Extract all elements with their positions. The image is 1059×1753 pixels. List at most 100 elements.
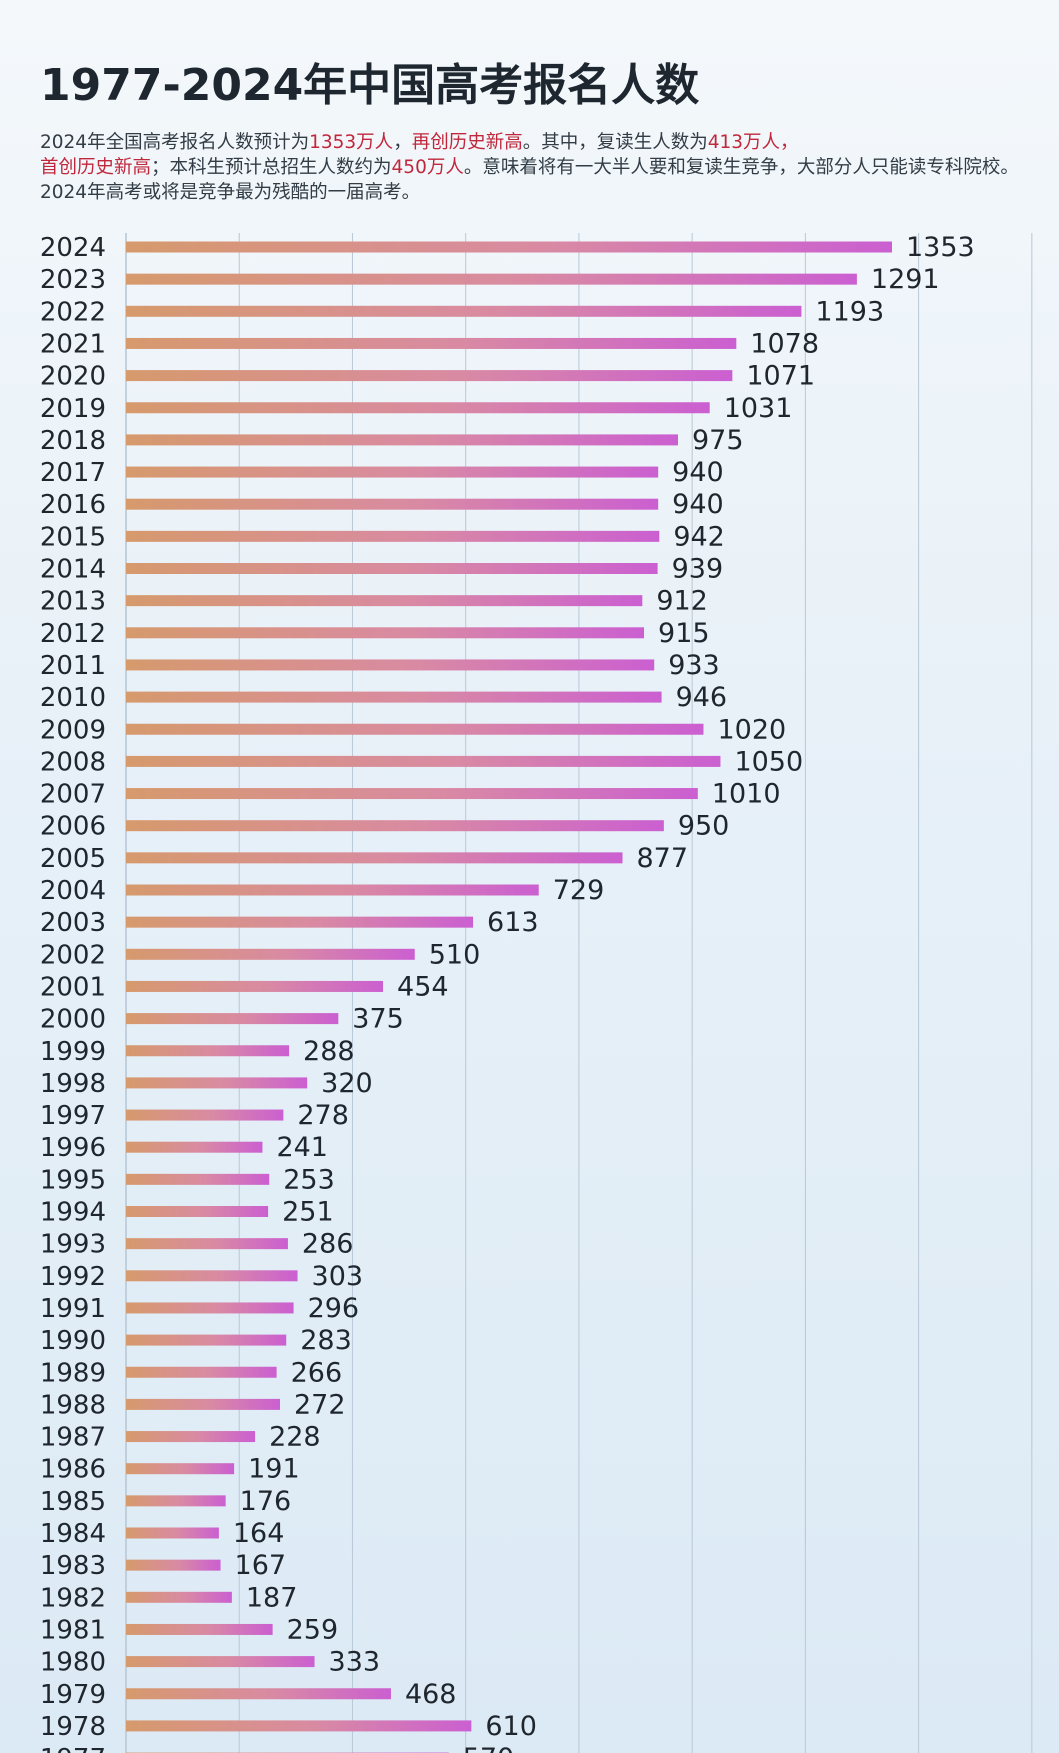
- year-label-2001: 2001: [40, 972, 106, 1002]
- bar-2008: [126, 755, 721, 767]
- year-label-2010: 2010: [40, 683, 106, 713]
- bar-2013: [126, 595, 643, 607]
- value-label-1984: 164: [233, 1518, 285, 1549]
- bar-2007: [126, 788, 698, 800]
- year-label-2013: 2013: [40, 587, 106, 617]
- bar-2012: [126, 627, 645, 639]
- chart-title: 1977-2024年中国高考报名人数: [40, 60, 700, 111]
- value-label-1996: 241: [276, 1132, 328, 1163]
- intro-segment: 。其中，复读生人数为: [522, 132, 708, 153]
- bar-2022: [126, 305, 802, 317]
- year-label-2007: 2007: [40, 780, 106, 810]
- value-label-2009: 1020: [717, 714, 786, 745]
- value-label-2008: 1050: [734, 746, 803, 777]
- bar-1996: [126, 1141, 263, 1153]
- value-label-1983: 167: [235, 1550, 287, 1581]
- year-label-1997: 1997: [40, 1101, 106, 1131]
- bar-1984: [126, 1527, 219, 1539]
- value-label-1985: 176: [240, 1486, 292, 1517]
- bar-1978: [126, 1720, 472, 1732]
- year-label-1991: 1991: [40, 1294, 106, 1324]
- bar-2001: [126, 980, 384, 992]
- bar-1990: [126, 1334, 287, 1346]
- value-label-1992: 303: [312, 1261, 364, 1292]
- value-label-1999: 288: [303, 1036, 355, 1067]
- value-label-2019: 1031: [724, 393, 793, 424]
- year-label-2015: 2015: [40, 522, 106, 552]
- year-label-2003: 2003: [40, 908, 106, 938]
- year-label-2022: 2022: [40, 297, 106, 327]
- value-label-2003: 613: [487, 907, 539, 938]
- year-label-1995: 1995: [40, 1165, 106, 1195]
- bar-1989: [126, 1366, 277, 1378]
- bar-2023: [126, 273, 857, 285]
- year-label-2024: 2024: [40, 233, 106, 263]
- value-label-2024: 1353: [906, 232, 975, 263]
- year-label-1996: 1996: [40, 1133, 106, 1163]
- value-label-2000: 375: [352, 1004, 404, 1035]
- bar-2010: [126, 691, 662, 703]
- bar-1998: [126, 1077, 308, 1089]
- value-label-1994: 251: [282, 1197, 334, 1228]
- bar-2020: [126, 370, 733, 382]
- value-label-2001: 454: [397, 971, 449, 1002]
- bar-1997: [126, 1109, 284, 1121]
- intro-highlight: 413万人，: [707, 132, 799, 153]
- value-label-1981: 259: [287, 1614, 339, 1645]
- year-label-2012: 2012: [40, 619, 106, 649]
- year-label-1981: 1981: [40, 1615, 106, 1645]
- value-label-2020: 1071: [746, 361, 815, 392]
- value-label-2023: 1291: [871, 264, 940, 295]
- bar-2021: [126, 337, 737, 349]
- value-label-1991: 296: [308, 1293, 360, 1324]
- bar-2017: [126, 466, 659, 478]
- year-label-1979: 1979: [40, 1680, 106, 1710]
- bar-1987: [126, 1431, 256, 1443]
- bar-2006: [126, 820, 664, 832]
- year-label-2006: 2006: [40, 812, 106, 842]
- bar-1991: [126, 1302, 294, 1314]
- value-label-2013: 912: [656, 586, 708, 617]
- year-label-2009: 2009: [40, 715, 106, 745]
- value-label-2005: 877: [637, 843, 689, 874]
- bar-2024: [126, 241, 892, 253]
- bar-2014: [126, 563, 658, 574]
- bar-1985: [126, 1495, 226, 1507]
- intro-segment: 。意味着将有一大半人要和复读生竞争，大部分人只能读专科院校。2024年高考或将是…: [40, 157, 1019, 203]
- year-label-2005: 2005: [40, 844, 106, 874]
- year-label-1982: 1982: [40, 1583, 106, 1613]
- bar-2000: [126, 1013, 339, 1025]
- value-label-1982: 187: [246, 1582, 298, 1613]
- value-label-2006: 950: [678, 811, 730, 842]
- value-label-1993: 286: [302, 1229, 354, 1260]
- bar-1981: [126, 1623, 273, 1635]
- year-label-1984: 1984: [40, 1519, 106, 1549]
- intro-segment: ；本科生预计总招生人数约为: [151, 157, 392, 178]
- year-label-1990: 1990: [40, 1326, 106, 1356]
- value-label-1979: 468: [405, 1679, 457, 1710]
- year-label-2020: 2020: [40, 362, 106, 392]
- bar-1988: [126, 1398, 280, 1410]
- intro-highlight: 450万人: [391, 157, 464, 178]
- year-label-1993: 1993: [40, 1230, 106, 1260]
- value-label-2004: 729: [553, 875, 605, 906]
- value-label-2014: 939: [672, 554, 724, 585]
- bar-1986: [126, 1463, 235, 1475]
- bar-1983: [126, 1559, 221, 1571]
- bar-2019: [126, 402, 710, 414]
- year-label-1980: 1980: [40, 1648, 106, 1678]
- year-label-2017: 2017: [40, 458, 106, 488]
- bar-1994: [126, 1206, 269, 1217]
- bar-2016: [126, 498, 659, 510]
- bar-1995: [126, 1173, 270, 1185]
- bar-2011: [126, 659, 655, 671]
- bar-2004: [126, 884, 539, 896]
- year-label-2016: 2016: [40, 490, 106, 520]
- labels: 2024 1353 2023 1291 2022 1193 2021 1078 2020 1071…: [40, 232, 975, 1753]
- intro-segment: 2024年全国高考报名人数预计为: [40, 132, 310, 153]
- bar-2003: [126, 916, 474, 928]
- year-label-1986: 1986: [40, 1455, 106, 1485]
- year-label-2002: 2002: [40, 940, 106, 970]
- bar-1980: [126, 1656, 315, 1668]
- bar-2018: [126, 434, 678, 446]
